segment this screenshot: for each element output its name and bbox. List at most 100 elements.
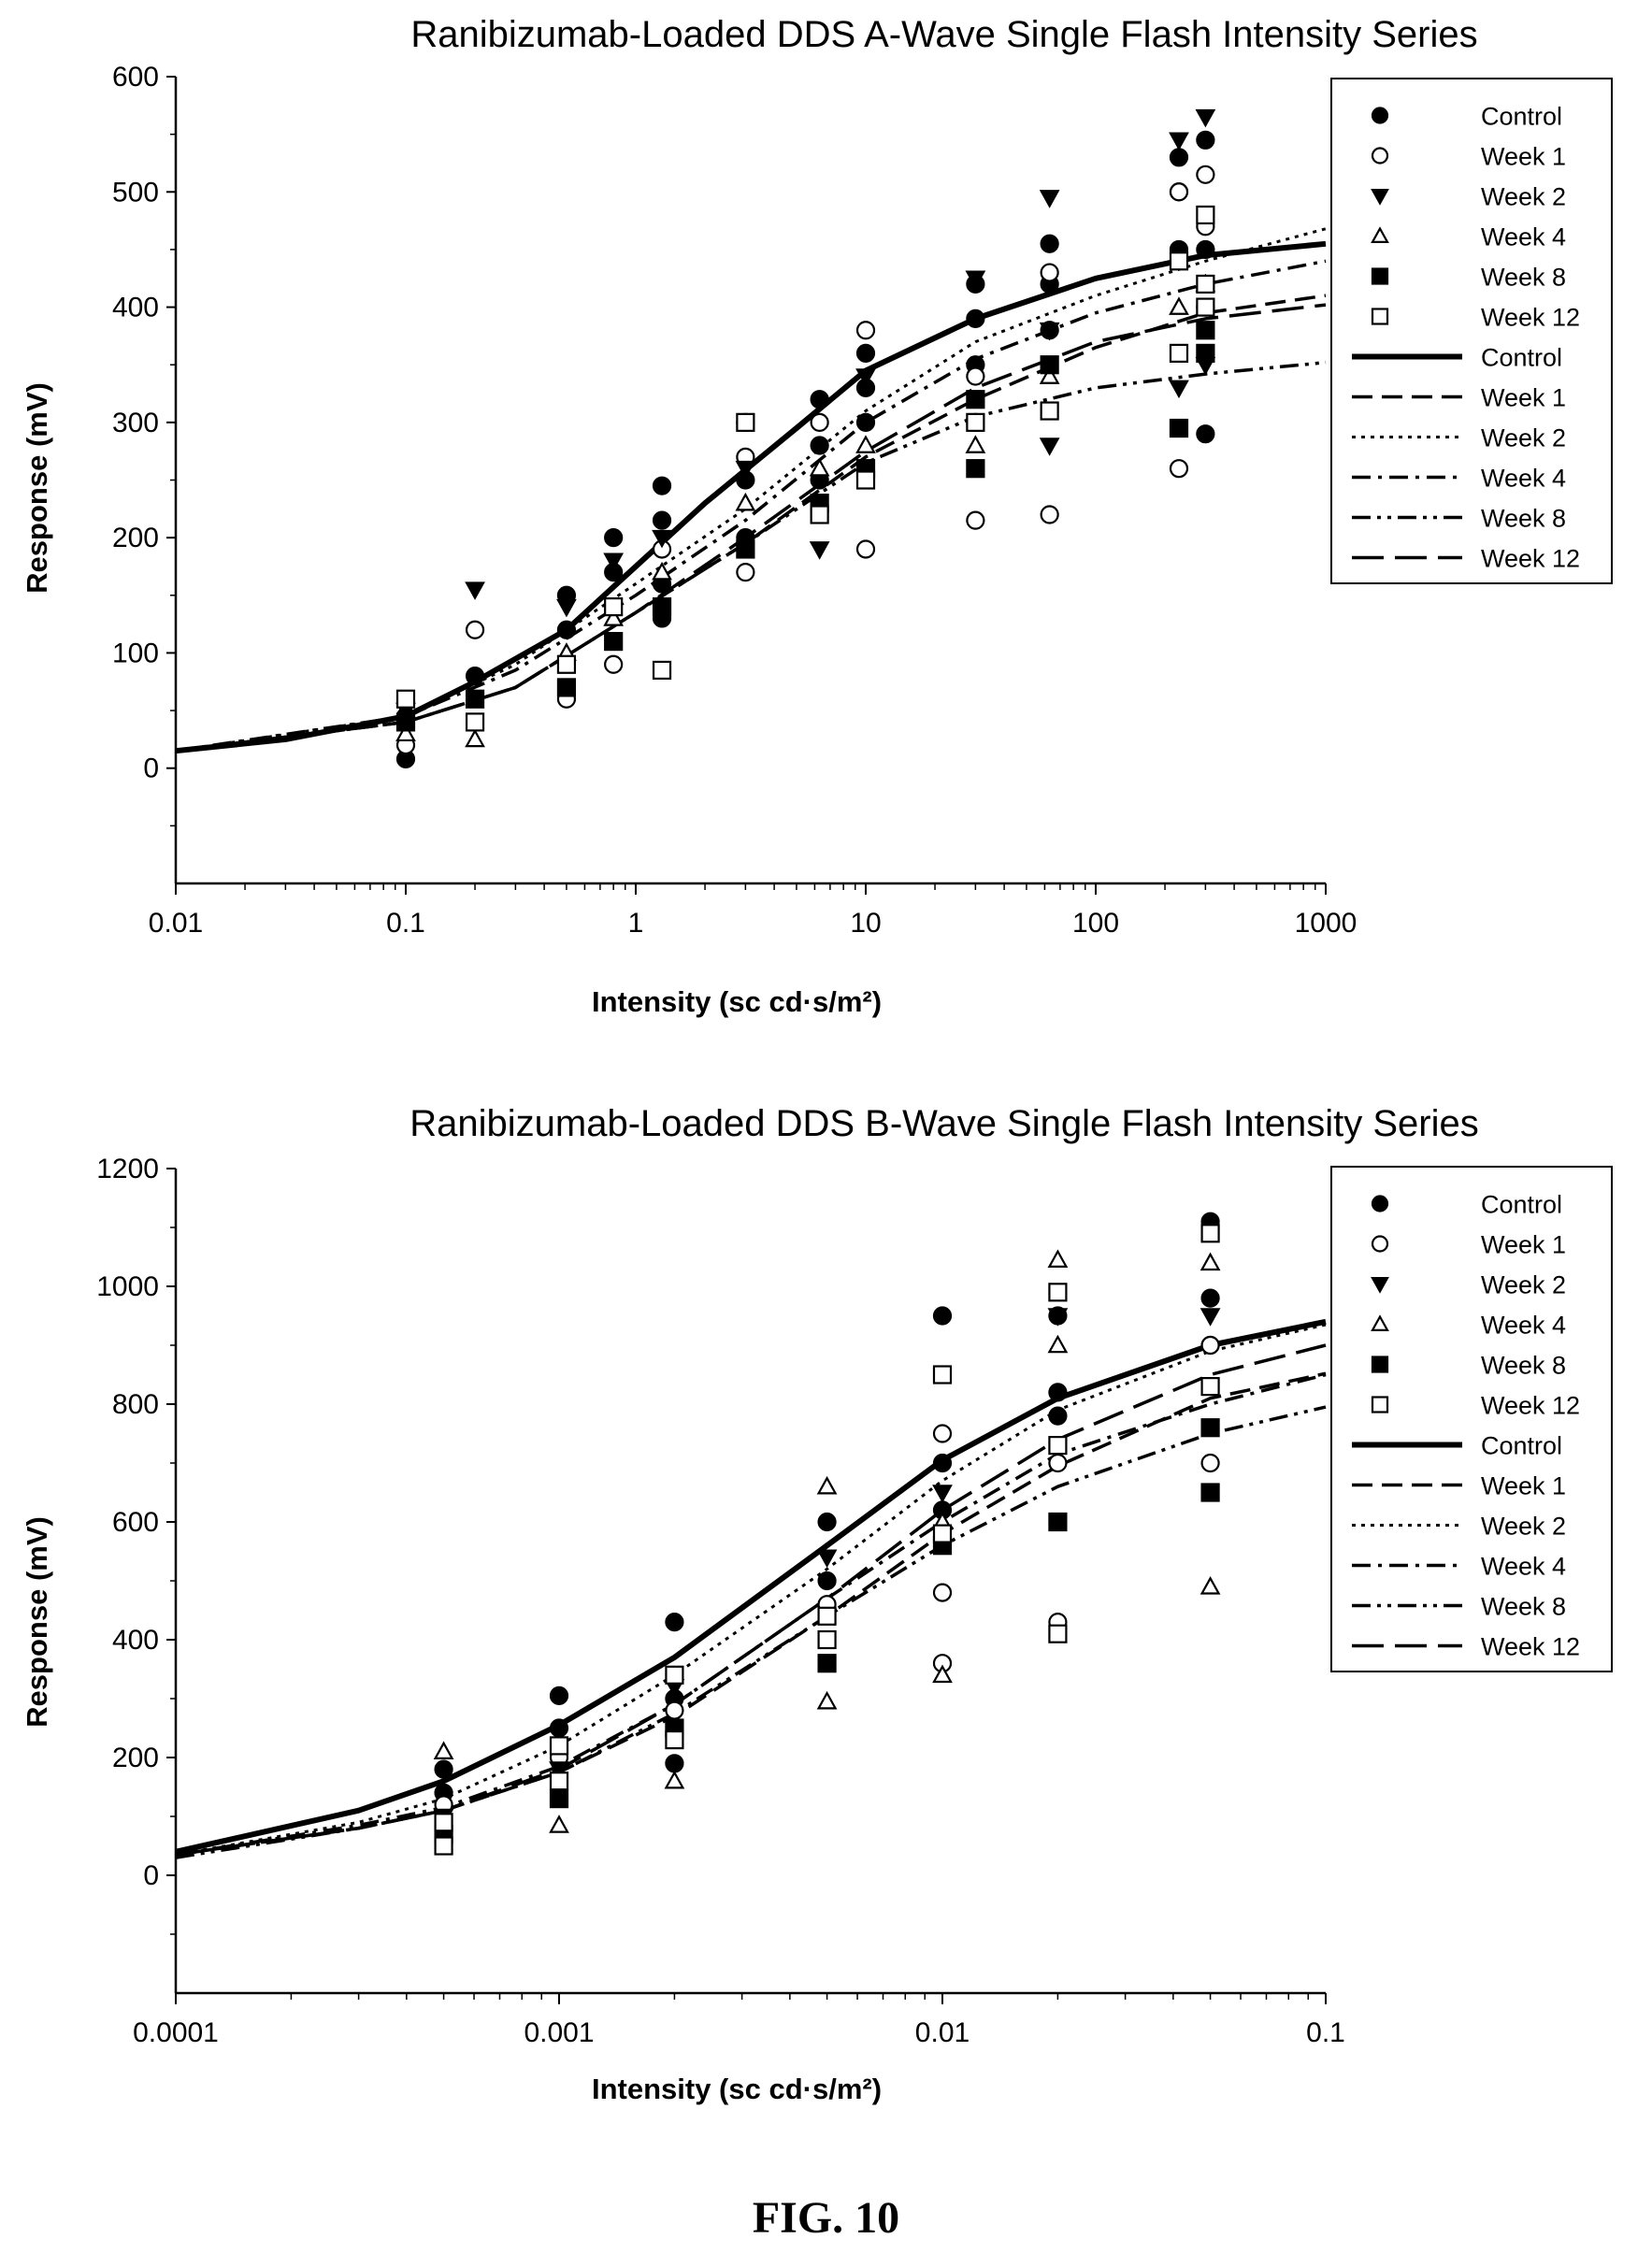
y-tick-label: 1000 <box>96 1271 159 1302</box>
data-point-week-4 <box>809 457 830 477</box>
data-point-week-12 <box>810 505 829 524</box>
data-point-week-8 <box>736 539 755 559</box>
legend-label: Week 2 <box>1481 183 1566 211</box>
data-point-week-2 <box>855 368 876 387</box>
data-point-week-1 <box>1040 263 1059 282</box>
data-point-week-12 <box>817 1606 837 1626</box>
data-point-control <box>855 343 876 363</box>
data-point-week-12 <box>932 1365 953 1385</box>
legend-label: Week 12 <box>1481 1633 1580 1661</box>
data-point-week-12 <box>1048 1624 1068 1643</box>
legend-label: Week 4 <box>1481 465 1566 493</box>
y-axis-label: Response (mV) <box>21 1516 53 1728</box>
data-point-week-4 <box>652 561 672 581</box>
legend-label: Week 4 <box>1481 223 1566 251</box>
legend-label: Week 1 <box>1481 384 1566 412</box>
legend-label: Week 12 <box>1481 304 1580 332</box>
data-point-week-12 <box>652 660 672 681</box>
legend-label: Week 8 <box>1481 264 1566 292</box>
data-point-week-1 <box>810 412 829 432</box>
data-point-week-4 <box>816 1690 838 1710</box>
x-tick-label: 0.0001 <box>133 2017 219 2048</box>
data-point-week-8 <box>652 597 672 617</box>
data-point-week-2 <box>1195 108 1216 128</box>
data-point-week-2 <box>1039 438 1060 456</box>
x-tick-label: 100 <box>1072 908 1119 939</box>
y-tick-label: 200 <box>112 1743 159 1773</box>
plot-area: 0 100 200 300 400 500 600 0.01 0.1 1 10 100 1000 <box>112 62 1357 939</box>
x-tick-label: 0.1 <box>1306 2017 1345 2048</box>
data-point-week-12 <box>1200 1224 1220 1243</box>
data-point-control <box>932 1453 953 1473</box>
data-point-week-12 <box>434 1813 453 1832</box>
data-point-week-12 <box>1048 1283 1068 1302</box>
legend-label: Week 8 <box>1481 1593 1566 1621</box>
a-wave-chart: Ranibizumab-Loaded DDS A-Wave Single Fla… <box>21 14 1613 1018</box>
data-point-week-12 <box>1169 251 1189 271</box>
data-point-week-12 <box>549 1736 569 1756</box>
data-point-control <box>465 666 485 686</box>
data-point-week-1 <box>665 1700 684 1720</box>
y-tick-label: 200 <box>112 523 159 553</box>
data-point-control <box>855 412 876 432</box>
data-point-week-8 <box>1048 1512 1068 1532</box>
data-point-week-2 <box>816 1549 838 1569</box>
data-point-week-12 <box>932 1524 953 1543</box>
data-point-week-2 <box>652 529 672 549</box>
data-point-week-12 <box>395 689 416 709</box>
points-week-1 <box>395 165 1215 755</box>
data-point-week-4 <box>932 1664 953 1684</box>
fit-line-week-12 <box>175 1343 1327 1857</box>
data-point-week-12 <box>966 412 985 432</box>
data-point-week-12 <box>855 470 876 490</box>
x-tick-label: 1 <box>628 908 644 939</box>
y-tick-label: 500 <box>112 177 159 208</box>
legend-label: Week 2 <box>1481 1513 1566 1541</box>
data-point-week-4 <box>1047 1249 1069 1268</box>
data-point-week-1 <box>855 539 876 559</box>
data-point-week-1 <box>1169 459 1189 479</box>
fit-line-control <box>175 1318 1327 1855</box>
data-point-week-2 <box>465 581 485 600</box>
y-tick-label: 600 <box>112 1507 159 1538</box>
y-tick-label: 0 <box>143 1860 159 1891</box>
data-point-week-8 <box>966 459 985 479</box>
x-tick-label: 0.01 <box>149 908 203 939</box>
chart-title: Ranibizumab-Loaded DDS A-Wave Single Fla… <box>410 14 1477 55</box>
data-point-control <box>652 510 672 530</box>
data-point-week-1 <box>966 510 985 530</box>
fit-line-week-4 <box>175 1372 1327 1857</box>
plot-area: 0 200 400 600 800 1000 1200 0.0001 0.001 0.01 0.1 <box>96 1154 1345 2048</box>
data-point-week-1 <box>966 366 985 386</box>
data-point-control <box>549 1718 569 1738</box>
legend-marker-control <box>1371 1195 1389 1212</box>
points-week-8 <box>395 321 1215 732</box>
legend-label: Control <box>1481 344 1562 372</box>
legend-label: Week 2 <box>1481 424 1566 452</box>
data-point-control <box>1196 130 1215 150</box>
data-point-week-4 <box>735 492 756 511</box>
figure-label: FIG. 10 <box>752 2193 900 2243</box>
data-point-control <box>966 308 985 328</box>
legend-marker-week-12 <box>1371 1396 1389 1413</box>
legend-label: Week 1 <box>1481 143 1566 171</box>
y-tick-label: 400 <box>112 293 159 323</box>
data-point-control <box>932 1306 953 1326</box>
legend: Control Week 1 Week 2 Week 4 Week 8 Week 12 Co… <box>1330 78 1613 584</box>
data-point-week-12 <box>604 597 624 617</box>
data-point-week-12 <box>1200 1377 1220 1397</box>
fit-line-week-1 <box>175 294 1327 753</box>
data-point-week-12 <box>665 1729 684 1750</box>
legend: Control Week 1 Week 2 Week 4 Week 8 Week 12 Co… <box>1330 1166 1613 1672</box>
data-point-control <box>434 1759 453 1779</box>
data-point-control <box>1040 234 1059 253</box>
points-control <box>434 1212 1220 1802</box>
data-point-control <box>1196 424 1215 444</box>
data-point-week-4 <box>465 728 485 748</box>
data-point-week-1 <box>604 654 624 674</box>
legend-label: Week 8 <box>1481 505 1566 533</box>
data-point-week-8 <box>966 390 985 409</box>
data-point-week-12 <box>434 1836 453 1856</box>
data-point-week-8 <box>1196 321 1215 340</box>
legend-marker-week-12 <box>1371 308 1389 325</box>
